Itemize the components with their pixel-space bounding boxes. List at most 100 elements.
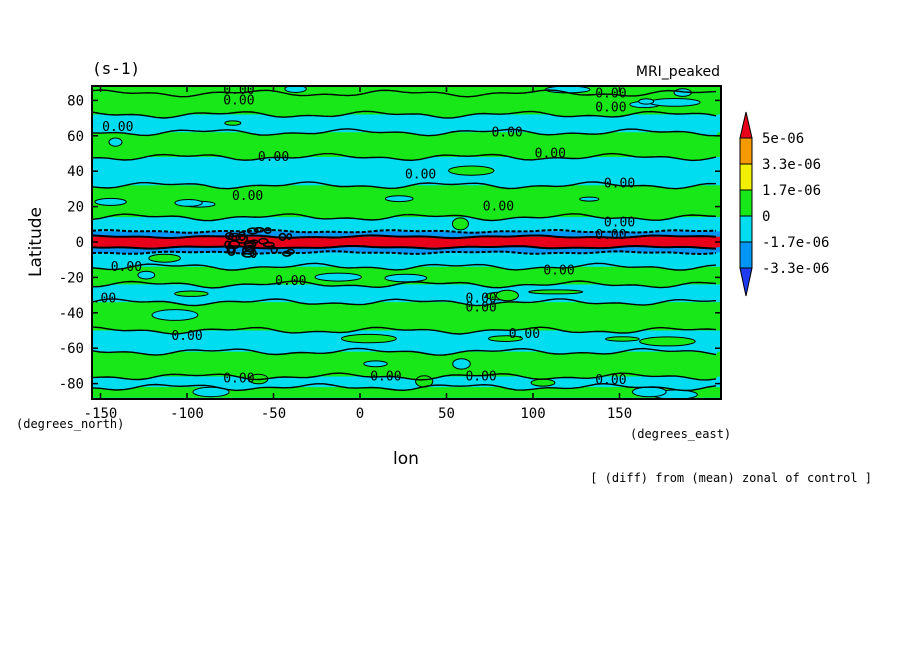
colorbar-label-3: 0 (762, 209, 770, 225)
patch-18 (151, 309, 199, 321)
contour-label-17: 0.00 (509, 327, 540, 342)
contour-label-25: 0.00 (223, 83, 254, 98)
contour-cluster-19 (241, 246, 255, 255)
patch-10 (648, 98, 701, 107)
x-tick-label-0: -150 (84, 406, 118, 422)
contour-line-13 (92, 326, 717, 335)
patch-9 (174, 199, 203, 207)
colorbar-swatch-3 (739, 189, 753, 217)
contour-label-23: 0.00 (223, 93, 254, 108)
colorbar-label-1: 3.3e-06 (762, 157, 821, 173)
contour-line-1 (92, 110, 717, 119)
y-axis: -80 -60 -40 -20 0 20 40 60 80 (59, 93, 721, 393)
contour-cluster-1 (253, 227, 265, 233)
contour-cluster-18 (263, 227, 272, 234)
band-8 (92, 236, 721, 248)
patch-23 (451, 217, 469, 231)
band-edge-16 (92, 382, 721, 391)
patch-4 (174, 290, 209, 297)
contour-label-16: 0.00 (171, 329, 202, 344)
contour-cluster-22 (244, 242, 255, 251)
band-1 (92, 93, 721, 115)
patch-32 (137, 270, 156, 280)
contour-line-10 (92, 262, 717, 271)
contour-cluster-21 (228, 232, 242, 241)
band-edge-4 (92, 180, 721, 189)
colorbar-label-4: -1.7e-06 (762, 235, 829, 251)
patch-21 (284, 86, 307, 93)
contour-cluster-13 (281, 250, 292, 257)
x-axis-title: lon (393, 449, 419, 469)
contour-line-15 (92, 372, 717, 381)
patch-6 (192, 386, 230, 398)
colorbar-swatch-4 (739, 215, 753, 243)
contour-line-5 (92, 213, 717, 222)
colorbar-label-0: 5e-06 (762, 131, 804, 147)
patch-1 (148, 253, 181, 263)
contour-label-4: 0.00 (405, 168, 436, 183)
y-tick-label-8: 80 (67, 93, 84, 109)
patch-36 (638, 98, 655, 105)
plot-area: 0.000.000.000.000.000.000.000.000.000.00… (85, 83, 721, 399)
band-14 (92, 330, 721, 352)
contour-label-6: 0.00 (232, 189, 263, 204)
band-edge-3 (92, 152, 721, 161)
patch-30 (384, 195, 414, 203)
colorbar-swatch-2 (739, 163, 753, 191)
contour-cluster-15 (235, 233, 249, 244)
contour-lines (92, 89, 717, 392)
patch-44 (314, 272, 362, 282)
y-tick-label-2: -40 (59, 306, 84, 322)
contour-cluster-0 (286, 233, 293, 240)
patch-22 (528, 289, 584, 295)
colorbar-label-2: 1.7e-06 (762, 183, 821, 199)
contour-label-10: 0.00 (111, 260, 142, 275)
contour-label-13: 0.00 (85, 292, 116, 307)
contour-cluster-14 (244, 244, 256, 253)
contour-label-19: 0.00 (465, 370, 496, 385)
contour-cluster-20 (278, 232, 287, 241)
patch-3 (488, 335, 523, 343)
band-edge-11 (92, 279, 721, 288)
contour-cluster-24 (258, 237, 269, 245)
contour-line-9 (92, 250, 717, 256)
patch-29 (605, 336, 640, 342)
y-axis-title: Latitude (26, 207, 46, 277)
contour-label-11: 0.00 (275, 274, 306, 289)
band-edge-12 (92, 297, 721, 306)
patch-40 (384, 273, 428, 283)
contour-label-0: 0.00 (102, 120, 133, 135)
contour-line-6 (92, 228, 717, 234)
y-tick-label-6: 40 (67, 164, 84, 180)
contour-labels: 0.000.000.000.000.000.000.000.000.000.00… (85, 83, 635, 388)
contour-line-8 (92, 244, 717, 250)
patch-41 (631, 386, 667, 398)
patch-37 (94, 197, 127, 206)
patch-28 (108, 137, 123, 147)
contour-label-9: 0.00 (595, 228, 626, 243)
colorbar-legend: 5e-06 3.3e-06 1.7e-06 0 -1.7e-06 -3.3e-06 (739, 111, 829, 297)
patch-34 (544, 86, 591, 94)
x-tick-label-1: -100 (170, 406, 204, 422)
contour-label-3: 0.00 (535, 147, 566, 162)
contour-line-16 (92, 382, 717, 392)
contour-line-3 (92, 152, 717, 162)
model-label: MRI_peaked (636, 64, 720, 80)
colorbar-swatch-1 (739, 137, 753, 165)
x-tick-label-3: 0 (356, 406, 364, 422)
y-tick-label-0: -80 (59, 377, 84, 393)
contour-line-2 (92, 128, 717, 137)
contour-label-2: 0.00 (491, 125, 522, 140)
x-tick-label-2: -50 (261, 406, 286, 422)
contour-line-12 (92, 298, 717, 307)
units-label: (s-1) (92, 59, 140, 78)
patch-42 (639, 336, 696, 347)
x-units: (degrees_east) (630, 427, 731, 441)
x-tick-label-4: 50 (438, 406, 455, 422)
y-tick-label-4: 0 (76, 235, 84, 251)
contour-line-0 (92, 89, 717, 98)
contour-line-7 (92, 234, 717, 240)
y-units: (degrees_north) (16, 417, 124, 431)
contour-label-21: 0.00 (595, 373, 626, 388)
patch-31 (579, 196, 600, 202)
